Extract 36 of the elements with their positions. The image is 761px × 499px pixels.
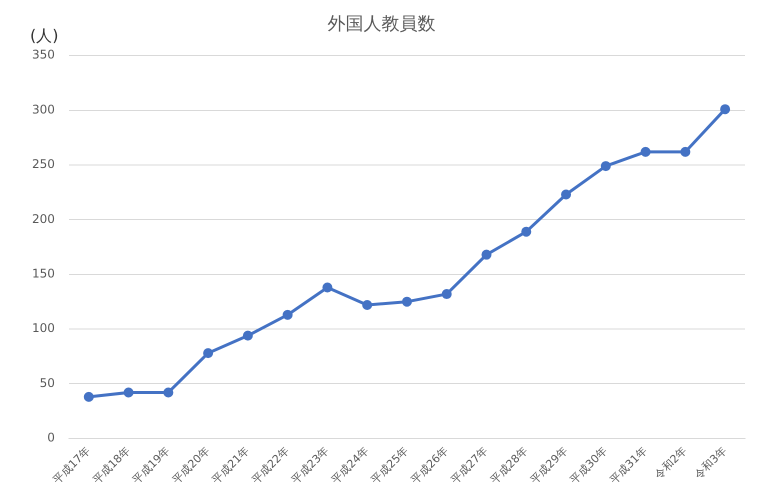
x-tick-label: 平成31年: [607, 444, 650, 486]
y-tick-label: 200: [32, 212, 55, 226]
point: [402, 296, 412, 307]
y-axis-title: (人): [30, 26, 58, 47]
point: [163, 387, 174, 398]
y-tick-label: 0: [47, 430, 55, 445]
x-tick-label: 令和2年: [652, 444, 690, 482]
point: [203, 348, 214, 358]
point: [442, 289, 452, 300]
x-tick-label: 平成29年: [528, 444, 570, 486]
y-tick-label: 150: [32, 266, 55, 280]
point: [680, 146, 690, 157]
point: [124, 387, 134, 398]
point: [720, 104, 730, 114]
point: [322, 282, 332, 292]
chart-title: 外国人教員数: [328, 13, 436, 34]
y-tick-label: 350: [32, 48, 55, 62]
point: [640, 146, 651, 157]
x-tick-label: 平成17年: [50, 444, 93, 486]
x-tick-label: 平成20年: [170, 444, 212, 486]
point: [362, 300, 372, 310]
point: [600, 161, 611, 172]
point: [242, 330, 253, 341]
y-tick-label: 50: [40, 376, 55, 390]
x-tick-label: 平成18年: [90, 444, 133, 486]
point: [561, 190, 572, 200]
y-tick-label: 300: [32, 102, 55, 116]
x-tick-label: 令和3年: [692, 444, 730, 482]
y-tick-label: 100: [32, 321, 55, 336]
y-tick-label: 250: [32, 157, 55, 172]
x-tick-label: 平成30年: [568, 444, 610, 486]
point: [282, 310, 293, 320]
point: [521, 226, 532, 237]
x-tick-label: 平成19年: [130, 444, 172, 486]
point: [84, 392, 94, 402]
point: [481, 250, 492, 260]
